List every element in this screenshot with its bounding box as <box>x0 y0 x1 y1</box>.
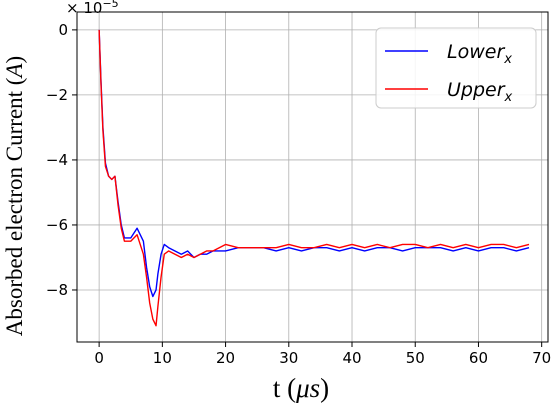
x-tick-label: 30 <box>279 349 298 367</box>
x-tick-label: 0 <box>94 349 104 367</box>
x-tick-label: 60 <box>469 349 488 367</box>
x-axis-label: t (μs) <box>273 373 329 403</box>
legend: Lowerx Upperx <box>375 27 537 109</box>
series-line-lower <box>98 29 530 298</box>
y-tick-label: −6 <box>46 216 68 234</box>
plot-frame <box>76 11 549 343</box>
series-line-upper <box>98 29 530 327</box>
series-group <box>98 29 530 327</box>
y-tick-label: −4 <box>46 151 68 169</box>
x-tick-label: 20 <box>216 349 235 367</box>
legend-label-upper: Upperx <box>447 79 513 105</box>
ticks: 0 10 20 30 40 50 60 70 0 −2 −4 −6 −8 <box>46 21 551 367</box>
legend-label-lower: Lowerx <box>447 41 512 67</box>
x-tick-label: 70 <box>532 349 551 367</box>
y-tick-label: −8 <box>46 281 68 299</box>
y-tick-label: 0 <box>58 21 68 39</box>
y-scale-factor: × 10−5 <box>66 0 119 17</box>
x-tick-label: 40 <box>342 349 361 367</box>
x-tick-label: 10 <box>153 349 172 367</box>
legend-box <box>375 27 537 109</box>
x-tick-label: 50 <box>406 349 425 367</box>
y-tick-label: −2 <box>46 86 68 104</box>
y-axis-label: Absorbed electron Current (A) <box>2 56 27 336</box>
